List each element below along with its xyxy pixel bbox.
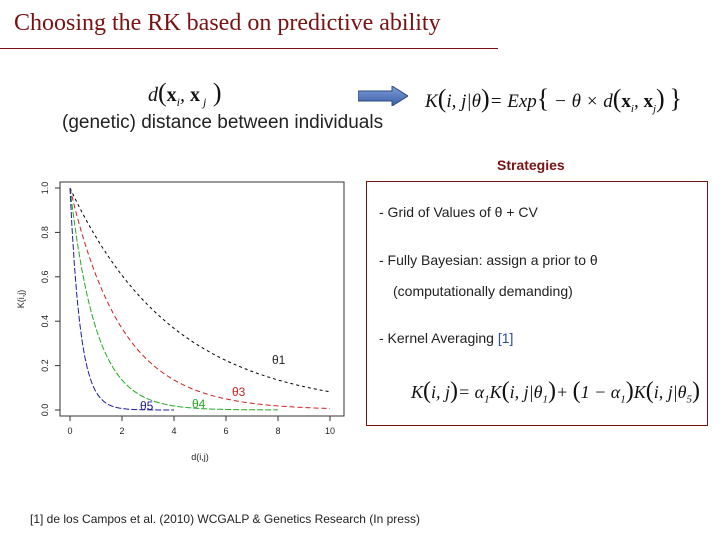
y-tick-label: 0.8 bbox=[40, 226, 50, 239]
distance-caption: (genetic) distance between individuals bbox=[62, 112, 384, 133]
kernel-decay-chart: 0 2 4 6 8 10 0.0 0.2 0.4 0.6 0.8 1.0 d(i,j) K(i,j) θ1 θ… bbox=[16, 181, 345, 462]
strategy-item-kernel-averaging-label: - Kernel Averaging bbox=[379, 330, 498, 346]
series-line-2 bbox=[69, 187, 331, 409]
series-line-3 bbox=[69, 187, 278, 411]
x-tick-label: 10 bbox=[325, 426, 335, 436]
x-axis-label: d(i,j) bbox=[191, 452, 209, 462]
y-tick-label: 0.2 bbox=[40, 359, 50, 372]
curve-label-3: θ4 bbox=[192, 397, 206, 411]
series-line-4 bbox=[69, 187, 174, 411]
strategies-box: - Grid of Values of θ + CV - Fully Bayes… bbox=[366, 181, 708, 426]
y-tick-label: 0.4 bbox=[40, 315, 50, 328]
distance-formula: d(xi, x j ) bbox=[148, 78, 222, 109]
y-axis-label: K(i,j) bbox=[16, 290, 26, 309]
reference-link[interactable]: [1] bbox=[497, 330, 514, 346]
footnote: [1] de los Campos et al. (2010) WCGALP &… bbox=[30, 512, 420, 526]
strategy-item-kernel-averaging: - Kernel Averaging [1] bbox=[379, 330, 513, 346]
plot-frame bbox=[59, 181, 345, 417]
strategy-item-bayesian: - Fully Bayesian: assign a prior to θ bbox=[379, 252, 598, 268]
strategy-item-grid: - Grid of Values of θ + CV bbox=[379, 204, 538, 220]
strategy-item-bayesian-note: (computationally demanding) bbox=[393, 283, 573, 299]
slide-title: Choosing the RK based on predictive abil… bbox=[14, 10, 441, 36]
x-tick-label: 4 bbox=[171, 426, 176, 436]
x-tick-label: 2 bbox=[119, 426, 124, 436]
strategies-heading: Strategies bbox=[497, 157, 565, 173]
arrow-right-icon bbox=[358, 86, 408, 106]
y-tick-label: 0.6 bbox=[40, 271, 50, 284]
x-tick-label: 0 bbox=[67, 426, 72, 436]
curve-label-4: θ5 bbox=[140, 399, 154, 413]
y-tick-label: 0.0 bbox=[40, 404, 50, 417]
kernel-formula: K(i, j|θ)= Exp{ − θ × d(xi, xj) } bbox=[425, 84, 682, 115]
y-tick-label: 1.0 bbox=[40, 182, 50, 195]
x-tick-label: 8 bbox=[275, 426, 280, 436]
title-underline bbox=[0, 48, 498, 49]
kernel-averaging-formula: K(i, j)= α1K(i, j|θ1)+ (1 − α1)K(i, j|θ5… bbox=[411, 378, 701, 406]
x-tick-label: 6 bbox=[223, 426, 228, 436]
curve-label-2: θ3 bbox=[232, 385, 246, 399]
curve-label-1: θ1 bbox=[272, 353, 286, 367]
series-line-1 bbox=[69, 187, 331, 393]
